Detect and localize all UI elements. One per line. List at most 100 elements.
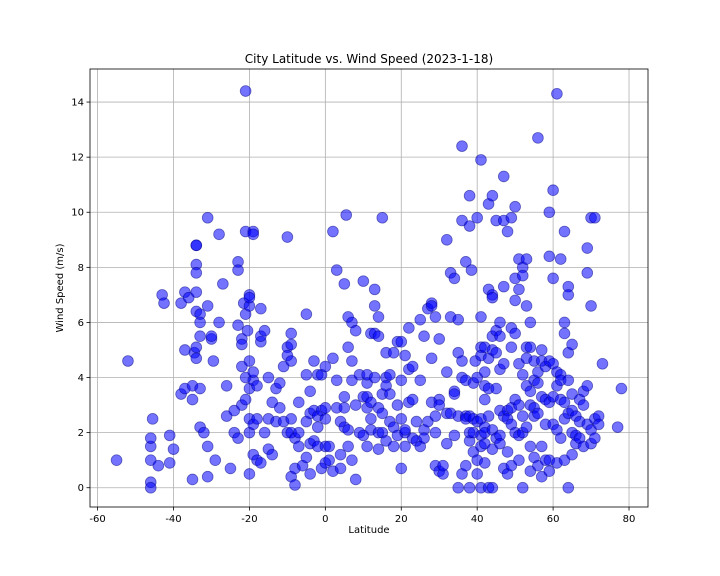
data-point bbox=[581, 242, 594, 254]
data-point bbox=[247, 366, 260, 378]
data-point bbox=[239, 85, 252, 97]
data-point bbox=[581, 379, 594, 392]
data-point bbox=[441, 437, 453, 450]
data-point bbox=[543, 465, 556, 477]
data-point bbox=[241, 324, 254, 337]
data-point bbox=[340, 209, 353, 221]
x-tick-label: 60 bbox=[547, 514, 560, 525]
data-point bbox=[247, 228, 260, 241]
data-point bbox=[338, 402, 351, 414]
data-point bbox=[319, 413, 332, 425]
data-point bbox=[414, 313, 427, 326]
data-point bbox=[566, 338, 578, 351]
data-point bbox=[532, 377, 544, 389]
data-point bbox=[342, 341, 354, 354]
data-point bbox=[429, 410, 442, 422]
data-point bbox=[224, 462, 237, 475]
data-point bbox=[486, 189, 499, 202]
data-point bbox=[441, 233, 453, 246]
data-point bbox=[365, 413, 377, 425]
data-point bbox=[304, 385, 316, 398]
data-point bbox=[520, 421, 533, 433]
data-point bbox=[406, 360, 419, 373]
data-point bbox=[448, 272, 461, 285]
data-point bbox=[513, 454, 525, 466]
data-point bbox=[384, 388, 396, 400]
data-point bbox=[403, 322, 415, 334]
y-tick-label: 12 bbox=[71, 153, 84, 164]
data-point bbox=[158, 297, 170, 309]
data-point bbox=[433, 399, 446, 411]
data-point bbox=[213, 228, 225, 241]
data-point bbox=[349, 473, 362, 486]
data-point bbox=[448, 429, 461, 442]
data-point bbox=[596, 357, 609, 370]
data-point bbox=[459, 256, 472, 268]
data-point bbox=[554, 432, 567, 444]
data-point bbox=[319, 360, 332, 373]
data-point bbox=[372, 311, 385, 323]
data-point bbox=[589, 432, 601, 444]
data-point bbox=[516, 368, 529, 381]
data-point bbox=[558, 396, 571, 409]
data-point bbox=[558, 225, 571, 238]
data-point bbox=[516, 410, 529, 422]
data-point bbox=[465, 264, 478, 276]
data-point bbox=[501, 225, 514, 238]
data-point bbox=[478, 393, 491, 406]
data-point bbox=[562, 481, 575, 494]
data-point bbox=[243, 468, 256, 480]
data-point bbox=[357, 275, 370, 287]
data-point bbox=[327, 352, 339, 365]
data-point bbox=[509, 327, 521, 340]
data-point bbox=[190, 286, 203, 298]
y-axis-label: Wind Speed (m/s) bbox=[55, 243, 66, 332]
data-point bbox=[201, 440, 214, 453]
y-tick-label: 14 bbox=[71, 98, 84, 109]
data-point bbox=[486, 291, 499, 304]
data-point bbox=[501, 446, 514, 458]
data-point bbox=[144, 432, 157, 444]
data-point bbox=[429, 311, 442, 323]
data-point bbox=[209, 454, 222, 466]
data-point bbox=[391, 399, 404, 411]
data-point bbox=[285, 327, 297, 340]
data-point bbox=[452, 313, 465, 326]
data-point bbox=[532, 407, 544, 420]
data-point bbox=[418, 432, 430, 444]
data-point bbox=[201, 470, 214, 483]
data-point bbox=[494, 330, 506, 343]
y-tick-label: 6 bbox=[78, 318, 84, 329]
x-axis-ticks: -60 -40 -20 0 20 40 60 80 bbox=[89, 507, 635, 525]
data-point bbox=[258, 426, 271, 439]
x-tick-label: 80 bbox=[623, 514, 636, 525]
data-point bbox=[323, 454, 335, 466]
data-point bbox=[509, 200, 521, 213]
data-point bbox=[300, 451, 313, 464]
data-point bbox=[327, 225, 339, 238]
data-point bbox=[558, 316, 571, 329]
data-point bbox=[262, 371, 275, 384]
data-point bbox=[611, 421, 624, 433]
data-point bbox=[429, 426, 442, 439]
data-point bbox=[232, 319, 244, 331]
data-point bbox=[497, 357, 510, 370]
x-axis-label: Latitude bbox=[348, 525, 389, 536]
x-tick-label: 40 bbox=[471, 514, 484, 525]
data-point bbox=[190, 352, 203, 365]
data-point bbox=[289, 479, 301, 491]
data-point bbox=[547, 272, 559, 285]
data-point bbox=[524, 440, 537, 453]
data-point bbox=[463, 220, 476, 232]
data-point bbox=[179, 344, 191, 356]
data-point bbox=[342, 424, 354, 436]
x-tick-label: -60 bbox=[89, 514, 105, 525]
data-point bbox=[207, 355, 220, 367]
data-point bbox=[448, 388, 461, 400]
data-point bbox=[486, 481, 499, 494]
data-point bbox=[243, 291, 256, 304]
data-point bbox=[516, 269, 529, 282]
data-point bbox=[243, 355, 256, 367]
y-tick-label: 10 bbox=[71, 208, 84, 219]
data-point bbox=[505, 211, 518, 224]
